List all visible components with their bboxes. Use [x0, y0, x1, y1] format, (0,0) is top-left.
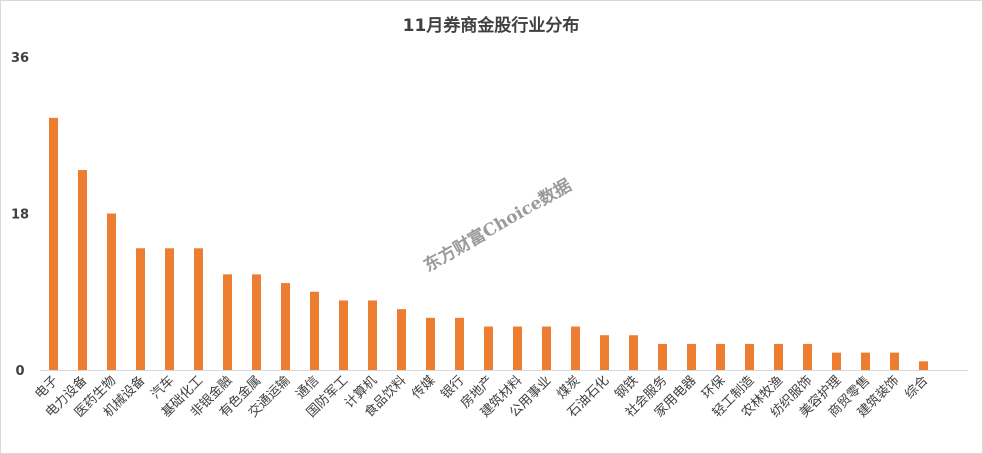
bar-房地产 [484, 326, 493, 370]
bar-煤炭 [571, 326, 580, 370]
bar-建筑装饰 [890, 352, 899, 370]
x-tick-label: 传媒 [409, 373, 438, 402]
bar-传媒 [426, 317, 435, 370]
bar-机械设备 [136, 248, 145, 370]
bar-交通运输 [281, 283, 290, 370]
bar-商贸零售 [861, 352, 870, 370]
bar-纺织服饰 [803, 343, 812, 370]
bar-农林牧渔 [774, 343, 783, 370]
bar-家用电器 [687, 343, 696, 370]
bar-环保 [716, 343, 725, 370]
bar-建筑材料 [513, 326, 522, 370]
y-tick-label: 0 [15, 364, 24, 379]
bar-石油石化 [600, 335, 609, 370]
watermark: 东方财富Choice数据 [420, 175, 575, 277]
bar-非银金融 [223, 274, 232, 370]
bar-汽车 [165, 248, 174, 370]
bar-国防军工 [339, 300, 348, 370]
bar-食品饮料 [397, 309, 406, 370]
bar-综合 [919, 361, 928, 370]
bar-轻工制造 [745, 343, 754, 370]
bar-电力设备 [78, 170, 87, 370]
y-tick-label: 36 [11, 51, 29, 66]
y-tick-label: 18 [11, 208, 29, 223]
bar-钢铁 [629, 335, 638, 370]
bar-基础化工 [194, 248, 203, 370]
bar-医药生物 [107, 213, 116, 370]
x-tick-label: 综合 [902, 373, 931, 402]
bar-美容护理 [832, 352, 841, 370]
bar-公用事业 [542, 326, 551, 370]
bar-银行 [455, 317, 464, 370]
bar-电子 [49, 117, 58, 370]
bar-有色金属 [252, 274, 261, 370]
chart-title: 11月券商金股行业分布 [403, 15, 580, 36]
bar-通信 [310, 291, 319, 370]
bar-计算机 [368, 300, 377, 370]
bar-社会服务 [658, 343, 667, 370]
